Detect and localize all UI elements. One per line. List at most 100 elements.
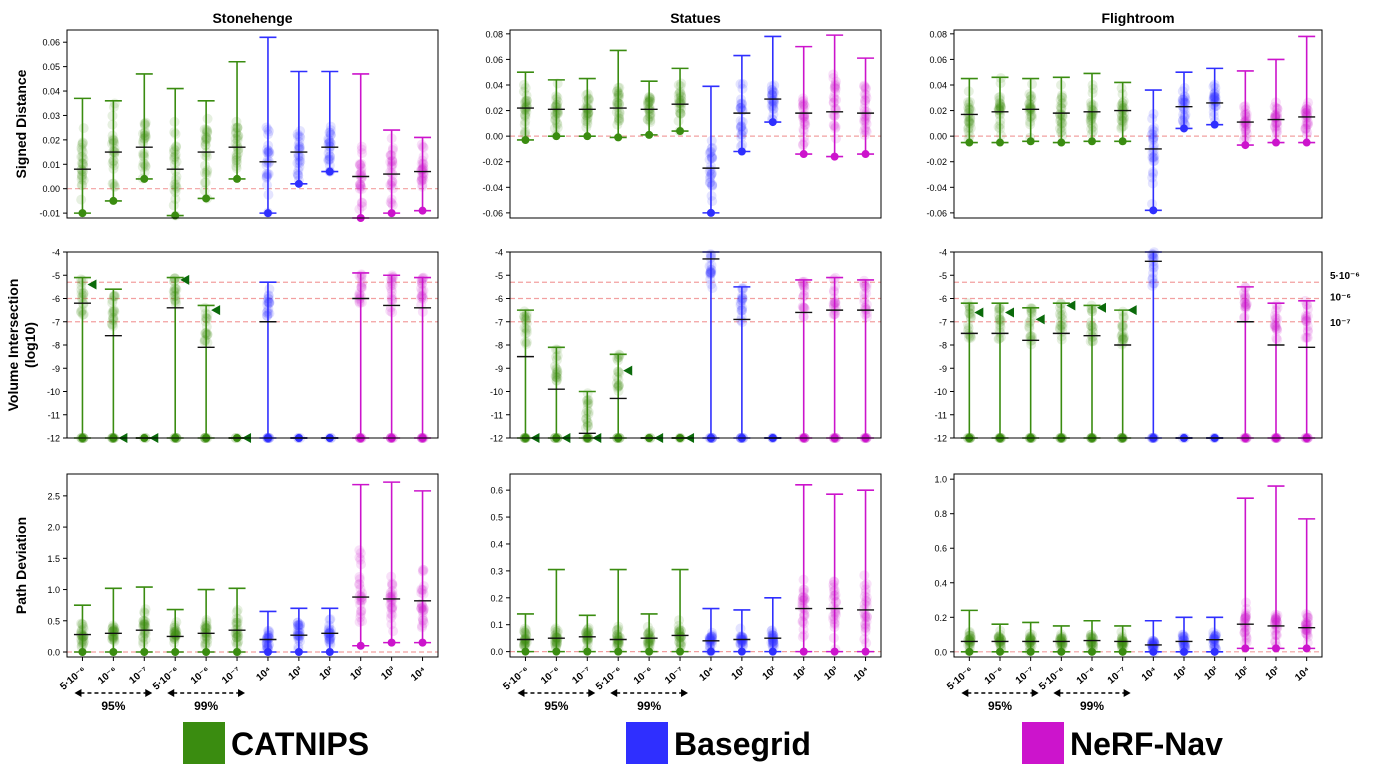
data-point [583, 627, 594, 638]
series-7 [259, 281, 277, 443]
data-point [1085, 636, 1096, 647]
data-point [325, 130, 336, 141]
data-point [583, 406, 594, 417]
data-point [965, 113, 976, 124]
data-point [676, 92, 687, 103]
data-point [78, 637, 89, 648]
series-7 [1144, 89, 1162, 215]
data-point [676, 78, 687, 89]
data-point [642, 637, 653, 648]
series-8 [733, 54, 751, 156]
data-point [737, 636, 748, 647]
data-point [418, 617, 429, 628]
data-point [233, 148, 244, 159]
data-point [519, 625, 530, 636]
series-3 [135, 73, 153, 184]
data-point [387, 159, 398, 170]
data-point [78, 175, 89, 186]
data-point [859, 80, 870, 91]
data-point [1177, 115, 1188, 126]
data-point [552, 108, 563, 119]
y-tick-label: 0.0 [490, 647, 503, 657]
series-6 [228, 587, 246, 658]
series-4 [166, 608, 184, 657]
panel-1-1: -0.01 0.00 0.01 0.02 0.03 0.04 0.05 0.06 Stonehe… [39, 10, 439, 222]
data-point [264, 297, 275, 308]
data-point [76, 164, 87, 175]
series-2 [991, 623, 1009, 656]
data-point [673, 116, 684, 127]
y-tick-label: 1.5 [47, 554, 60, 564]
marker-triangle [1097, 302, 1106, 313]
y-tick-label: -4 [495, 248, 503, 258]
data-point [583, 93, 594, 104]
y-tick-label: -12 [490, 434, 503, 444]
data-point [1180, 109, 1191, 120]
data-point [1027, 331, 1038, 342]
data-point [645, 117, 656, 128]
data-point [995, 130, 1006, 141]
data-point [416, 603, 427, 614]
data-point [861, 600, 872, 611]
data-point [859, 296, 870, 307]
data-point [993, 637, 1004, 648]
data-point [963, 639, 974, 650]
data-point [735, 315, 746, 326]
data-point [416, 584, 427, 595]
data-point [675, 90, 686, 101]
data-point [1118, 311, 1129, 322]
data-point [1088, 633, 1099, 644]
series-5 [197, 100, 215, 204]
data-point [356, 279, 367, 290]
y-tick-label: -0.02 [926, 157, 947, 167]
data-point [418, 602, 429, 613]
data-point [200, 633, 211, 644]
data-point [552, 366, 563, 377]
series-9 [764, 596, 782, 656]
data-point [519, 322, 530, 333]
arrow-head-left [1053, 689, 1061, 697]
data-point [295, 619, 306, 630]
series-7 [702, 607, 720, 657]
data-point [521, 337, 532, 348]
data-point [859, 294, 870, 305]
data-point [645, 625, 656, 636]
series-5 [640, 613, 658, 656]
data-point [861, 312, 872, 323]
data-point [356, 596, 367, 607]
y-tick-label: -6 [52, 294, 60, 304]
data-point [1270, 122, 1281, 133]
series-11 [383, 129, 401, 218]
data-point [1024, 635, 1035, 646]
data-point [107, 110, 118, 121]
data-point [1149, 278, 1160, 289]
data-point [644, 634, 655, 645]
data-point [963, 123, 974, 134]
data-point [78, 154, 89, 165]
data-point [766, 637, 777, 648]
data-point [262, 632, 273, 643]
data-point [583, 409, 594, 420]
series-5 [197, 588, 215, 657]
series-2 [547, 78, 565, 141]
data-point [583, 628, 594, 639]
confidence-group-label: 99% [194, 699, 218, 713]
series-10 [795, 483, 813, 656]
data-point [614, 82, 625, 93]
data-point [323, 138, 334, 149]
data-point [109, 180, 120, 191]
data-point [140, 161, 151, 172]
data-point [1118, 96, 1129, 107]
data-point [519, 104, 530, 115]
data-point [1269, 322, 1280, 333]
data-point [552, 634, 563, 645]
data-point [230, 628, 241, 639]
data-point [1300, 124, 1311, 135]
y-tick-label: 0.0 [47, 648, 60, 658]
data-point [614, 98, 625, 109]
data-point [1055, 639, 1066, 650]
data-point [1054, 109, 1065, 120]
data-point [552, 92, 563, 103]
y-tick-label: 0.02 [485, 106, 503, 116]
series-4 [609, 49, 627, 142]
